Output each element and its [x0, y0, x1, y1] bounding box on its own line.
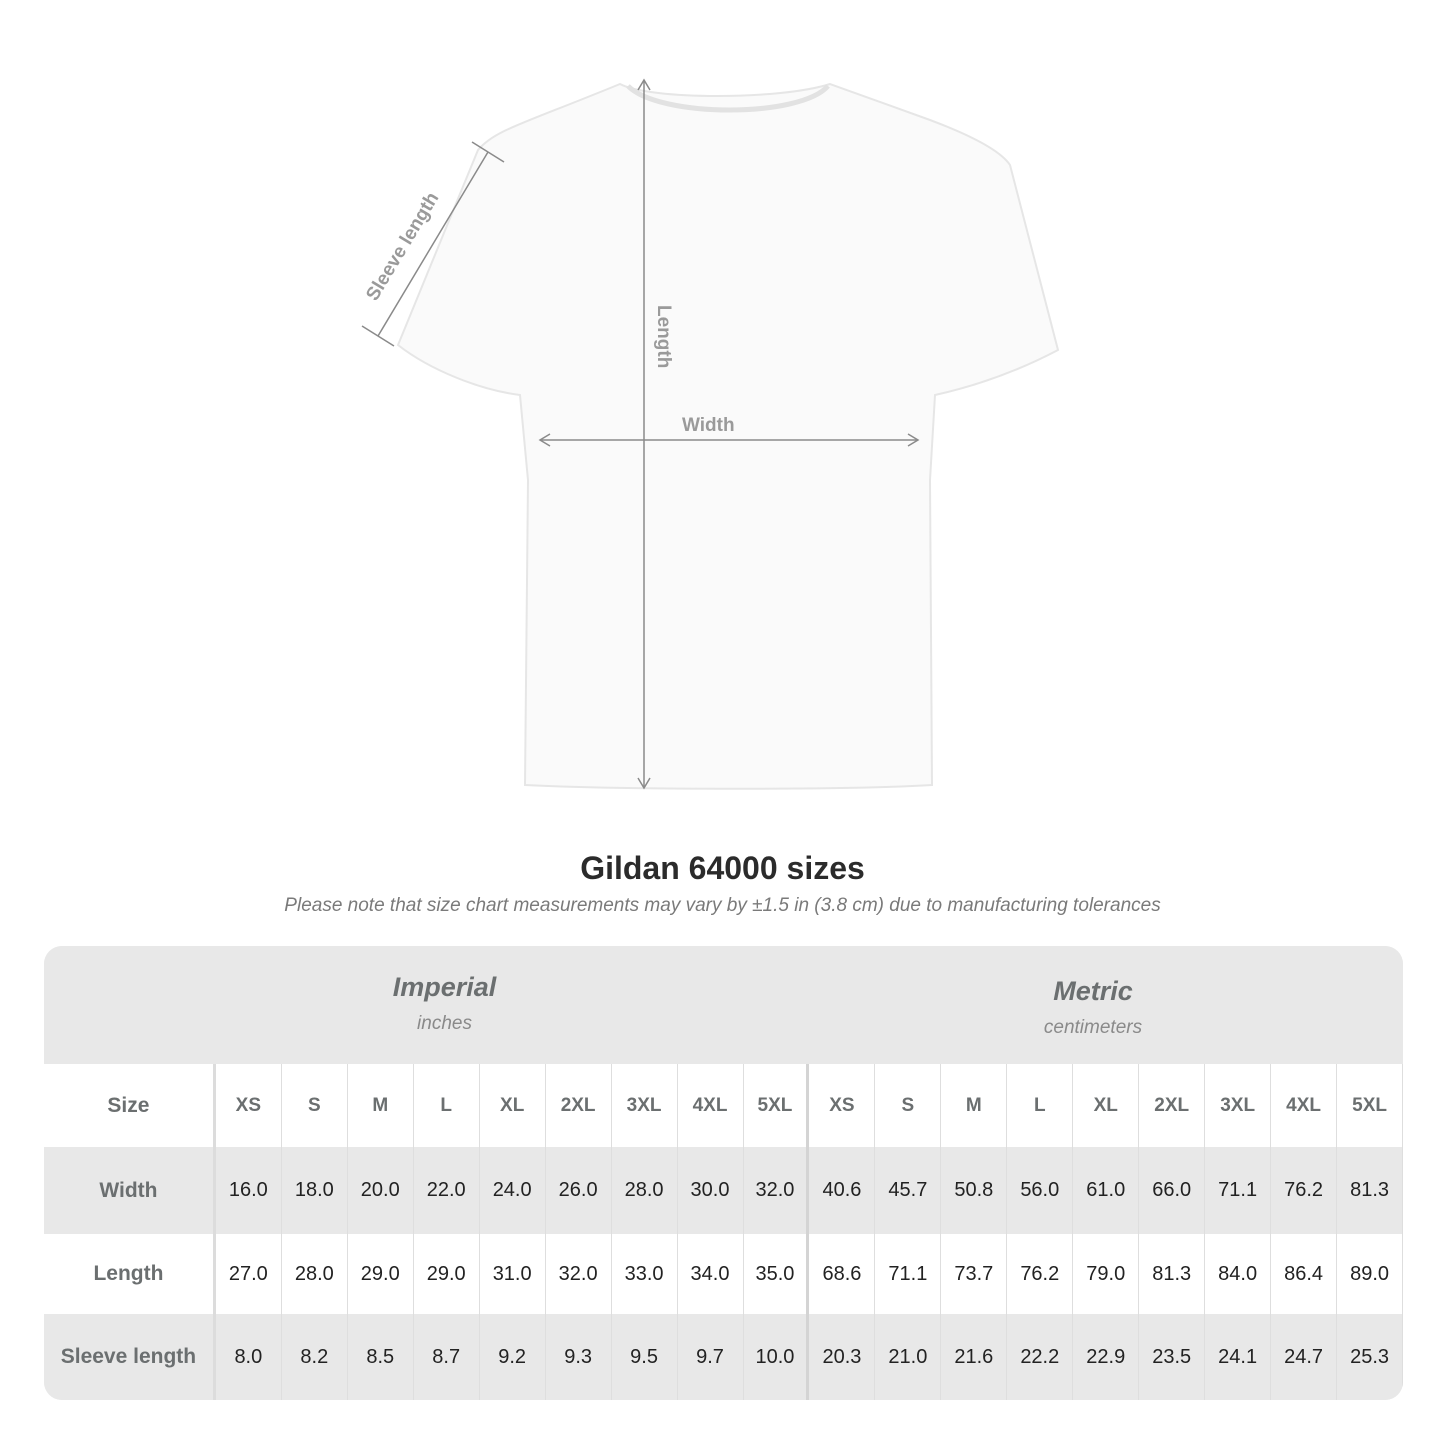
tolerance-note: Please note that size chart measurements… [284, 895, 1161, 916]
metric-cell: 79.0 [1073, 1234, 1140, 1314]
metric-cell: 25.3 [1337, 1314, 1403, 1400]
size-header-cell: S [875, 1064, 942, 1147]
metric-cell: 66.0 [1139, 1147, 1206, 1234]
metric-cell: 68.6 [809, 1234, 876, 1314]
size-header-cell: 5XL [744, 1064, 810, 1147]
imperial-cell: 27.0 [216, 1234, 282, 1314]
size-header-cell: 5XL [1337, 1064, 1403, 1147]
chart-title: Gildan 64000 sizes [580, 850, 865, 886]
metric-cell: 76.2 [1271, 1147, 1338, 1234]
imperial-cell: 32.0 [744, 1147, 810, 1234]
metric-title: Metric [1053, 976, 1133, 1006]
size-table: Imperial inches Metric centimeters Size X… [44, 946, 1403, 1400]
tshirt-shape [396, 82, 1060, 790]
size-header-cell: XL [1073, 1064, 1140, 1147]
size-header-cell: S [282, 1064, 348, 1147]
imperial-cell: 9.5 [612, 1314, 678, 1400]
width-label: Width [682, 415, 735, 436]
metric-cell: 81.3 [1337, 1147, 1403, 1234]
row-label: Size [44, 1064, 216, 1147]
size-header-cell: XS [216, 1064, 282, 1147]
metric-cell: 86.4 [1271, 1234, 1338, 1314]
imperial-cell: 9.7 [678, 1314, 744, 1400]
row-label: Sleeve length [44, 1314, 216, 1400]
imperial-cell: 28.0 [282, 1234, 348, 1314]
metric-cell: 71.1 [1205, 1147, 1272, 1234]
imperial-cell: 9.2 [480, 1314, 546, 1400]
size-header-cell: M [941, 1064, 1008, 1147]
imperial-cell: 18.0 [282, 1147, 348, 1234]
size-header-cell: L [1007, 1064, 1074, 1147]
size-header-cell: 2XL [1139, 1064, 1206, 1147]
unit-header: Imperial inches Metric centimeters [44, 946, 1403, 1064]
metric-cell: 71.1 [875, 1234, 942, 1314]
tshirt-diagram: Sleeve length Length Width [361, 78, 1060, 790]
imperial-cell: 9.3 [546, 1314, 612, 1400]
size-header-cell: XL [480, 1064, 546, 1147]
metric-cell: 73.7 [941, 1234, 1008, 1314]
metric-cell: 45.7 [875, 1147, 942, 1234]
size-header-cell: 3XL [1205, 1064, 1272, 1147]
row-label: Width [44, 1147, 216, 1234]
metric-cell: 22.2 [1007, 1314, 1074, 1400]
imperial-cell: 20.0 [348, 1147, 414, 1234]
imperial-cell: 8.7 [414, 1314, 480, 1400]
imperial-cell: 32.0 [546, 1234, 612, 1314]
imperial-title: Imperial [392, 972, 497, 1002]
metric-cell: 24.1 [1205, 1314, 1272, 1400]
metric-header: Metric centimeters [810, 976, 1376, 1039]
metric-cell: 21.6 [941, 1314, 1008, 1400]
size-header-cell: M [348, 1064, 414, 1147]
imperial-cell: 24.0 [480, 1147, 546, 1234]
metric-cell: 56.0 [1007, 1147, 1074, 1234]
imperial-unit: inches [417, 1013, 472, 1034]
imperial-cell: 33.0 [612, 1234, 678, 1314]
table-row: Length 27.0 28.0 29.0 29.0 31.0 32.0 33.0 34.0 35… [44, 1234, 1403, 1314]
length-label: Length [653, 305, 674, 368]
metric-cell: 50.8 [941, 1147, 1008, 1234]
size-header-cell: 3XL [612, 1064, 678, 1147]
size-header-cell: 4XL [678, 1064, 744, 1147]
metric-cell: 24.7 [1271, 1314, 1338, 1400]
imperial-header: Imperial inches [216, 972, 673, 1035]
imperial-cell: 31.0 [480, 1234, 546, 1314]
imperial-cell: 29.0 [348, 1234, 414, 1314]
imperial-cell: 8.5 [348, 1314, 414, 1400]
imperial-cell: 35.0 [744, 1234, 810, 1314]
metric-cell: 61.0 [1073, 1147, 1140, 1234]
imperial-cell: 8.0 [216, 1314, 282, 1400]
metric-cell: 76.2 [1007, 1234, 1074, 1314]
metric-cell: 21.0 [875, 1314, 942, 1400]
imperial-cell: 16.0 [216, 1147, 282, 1234]
imperial-cell: 26.0 [546, 1147, 612, 1234]
row-label: Length [44, 1234, 216, 1314]
sleeve-arrow [377, 151, 489, 337]
imperial-cell: 10.0 [744, 1314, 810, 1400]
size-header-cell: L [414, 1064, 480, 1147]
metric-cell: 22.9 [1073, 1314, 1140, 1400]
imperial-cell: 28.0 [612, 1147, 678, 1234]
size-header-cell: 4XL [1271, 1064, 1338, 1147]
size-header-row: Size XS S M L XL 2XL 3XL 4XL 5XL XS S M L XL 2XL 3XL 4XL 5… [44, 1064, 1403, 1147]
metric-unit: centimeters [1043, 1017, 1143, 1038]
metric-cell: 84.0 [1205, 1234, 1272, 1314]
size-header-cell: XS [809, 1064, 876, 1147]
table-row: Sleeve length 8.0 8.2 8.5 8.7 9.2 9.3 9.5 9.7 10.… [44, 1314, 1403, 1400]
imperial-cell: 22.0 [414, 1147, 480, 1234]
imperial-cell: 8.2 [282, 1314, 348, 1400]
table-row: Width 16.0 18.0 20.0 22.0 24.0 26.0 28.0 30.0 32.… [44, 1147, 1403, 1234]
imperial-cell: 29.0 [414, 1234, 480, 1314]
metric-cell: 20.3 [809, 1314, 876, 1400]
metric-cell: 89.0 [1337, 1234, 1403, 1314]
metric-cell: 81.3 [1139, 1234, 1206, 1314]
size-header-cell: 2XL [546, 1064, 612, 1147]
imperial-cell: 30.0 [678, 1147, 744, 1234]
metric-cell: 23.5 [1139, 1314, 1206, 1400]
metric-cell: 40.6 [809, 1147, 876, 1234]
imperial-cell: 34.0 [678, 1234, 744, 1314]
